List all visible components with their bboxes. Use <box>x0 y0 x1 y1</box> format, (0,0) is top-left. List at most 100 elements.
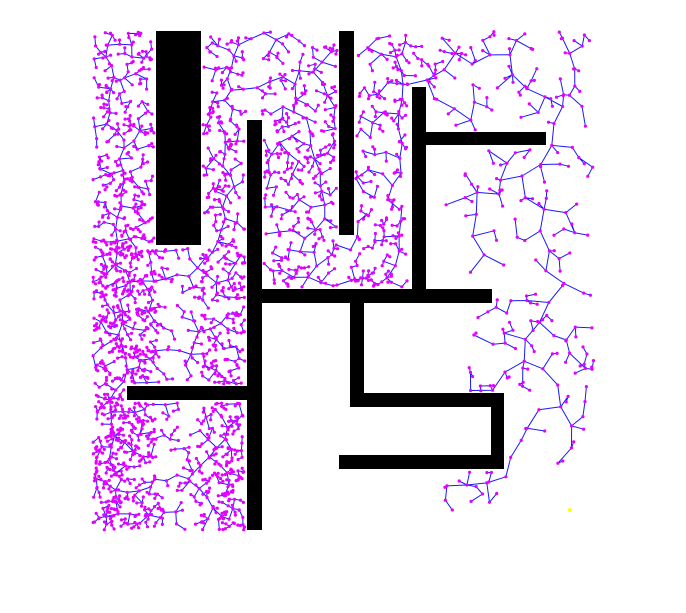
tree-node <box>487 149 491 153</box>
tree-node <box>237 356 241 361</box>
search-tree-nodes <box>91 30 596 532</box>
tree-node <box>212 223 216 227</box>
tree-node <box>240 435 244 439</box>
tree-node <box>118 501 123 505</box>
tree-node <box>160 275 164 279</box>
tree-node <box>122 230 126 234</box>
tree-node <box>127 245 131 249</box>
tree-node <box>305 210 309 214</box>
tree-node <box>241 87 245 91</box>
tree-node <box>99 361 103 365</box>
tree-node <box>149 270 153 274</box>
tree-node <box>477 86 481 90</box>
tree-node <box>123 479 127 483</box>
tree-node <box>369 208 373 212</box>
tree-node <box>356 53 360 58</box>
tree-node <box>232 228 236 232</box>
tree-node <box>110 322 114 326</box>
tree-node <box>302 84 306 88</box>
wall-inner-horizontal <box>350 393 504 407</box>
tree-node <box>226 328 230 332</box>
tree-node <box>121 433 126 437</box>
tree-node <box>140 124 144 128</box>
tree-node <box>557 257 561 261</box>
tree-node <box>211 186 215 190</box>
tree-node <box>210 41 214 45</box>
tree-node <box>509 455 513 459</box>
tree-node <box>521 380 525 384</box>
tree-node <box>491 161 495 165</box>
tree-node <box>136 289 140 293</box>
tree-node <box>188 469 192 473</box>
tree-node <box>470 199 474 204</box>
tree-node <box>370 271 374 275</box>
tree-node <box>316 103 320 107</box>
tree-node <box>126 477 130 481</box>
tree-node <box>182 447 186 451</box>
tree-node <box>323 100 327 104</box>
tree-node <box>96 369 100 373</box>
tree-node <box>195 335 199 339</box>
tree-node <box>136 369 140 373</box>
tree-node <box>488 35 492 39</box>
tree-node <box>102 115 106 119</box>
tree-node <box>544 269 548 273</box>
tree-node <box>107 62 111 66</box>
tree-node <box>223 173 227 177</box>
tree-node <box>125 495 129 499</box>
tree-node <box>132 465 136 469</box>
tree-node <box>210 406 214 410</box>
tree-node <box>117 38 122 42</box>
tree-node <box>389 274 393 278</box>
tree-node <box>297 160 301 164</box>
tree-node <box>573 371 577 375</box>
tree-node <box>104 55 108 59</box>
tree-node <box>235 419 239 423</box>
tree-node <box>469 388 473 393</box>
tree-node <box>123 117 127 121</box>
tree-node <box>105 465 109 469</box>
tree-node <box>124 190 128 194</box>
tree-node <box>271 207 275 211</box>
tree-node <box>119 404 123 408</box>
tree-node <box>361 181 365 185</box>
tree-node <box>204 123 209 127</box>
tree-node <box>238 498 243 502</box>
tree-node <box>230 276 234 280</box>
tree-node <box>136 207 140 211</box>
tree-node <box>238 423 242 427</box>
tree-node <box>280 147 284 152</box>
tree-node <box>137 51 141 55</box>
tree-node <box>153 496 157 500</box>
tree-node <box>130 55 134 59</box>
tree-node <box>233 261 238 265</box>
tree-node <box>133 321 137 325</box>
tree-node <box>132 122 136 126</box>
tree-node <box>91 354 95 358</box>
tree-node <box>232 282 236 286</box>
tree-node <box>297 150 301 154</box>
tree-node <box>105 382 109 387</box>
tree-node <box>480 492 485 496</box>
tree-node <box>322 153 326 157</box>
tree-node <box>273 170 277 174</box>
tree-node <box>109 442 113 446</box>
tree-node <box>202 173 206 177</box>
tree-node <box>180 284 184 288</box>
tree-node <box>416 56 420 61</box>
tree-node <box>111 347 115 351</box>
tree-node <box>208 476 212 480</box>
tree-node <box>240 477 244 481</box>
tree-node <box>136 354 140 358</box>
tree-node <box>307 265 311 269</box>
tree-node <box>105 522 109 526</box>
tree-node <box>98 167 102 171</box>
tree-node <box>523 238 527 243</box>
tree-node <box>100 96 104 100</box>
tree-node <box>517 90 521 94</box>
tree-node <box>136 212 140 216</box>
tree-node <box>146 249 150 253</box>
tree-node <box>221 346 225 350</box>
tree-node <box>116 356 120 360</box>
tree-node <box>269 112 273 116</box>
